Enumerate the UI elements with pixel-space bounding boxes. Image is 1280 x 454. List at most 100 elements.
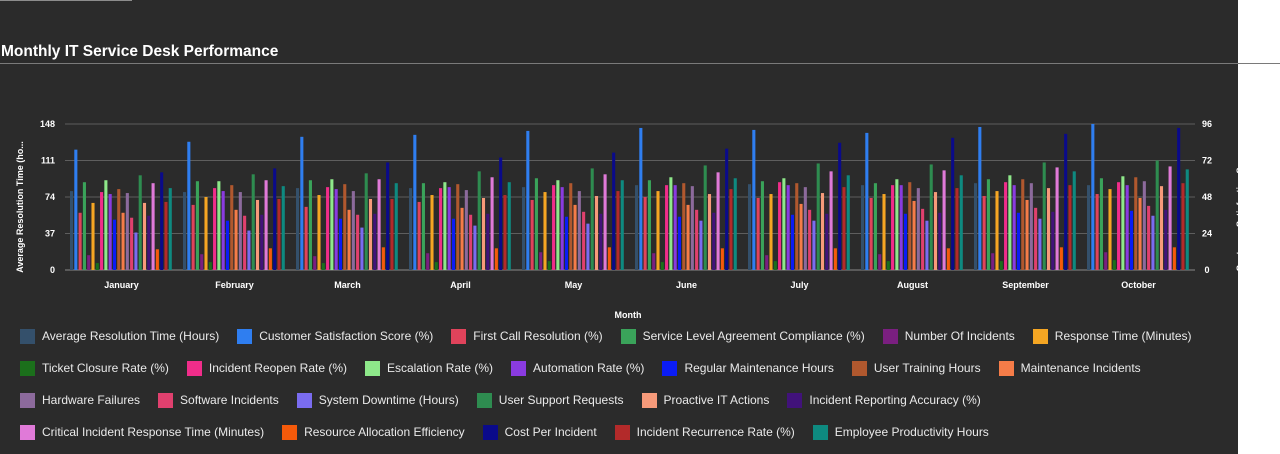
legend-swatch	[883, 329, 898, 344]
bar	[269, 248, 272, 270]
legend-item[interactable]: Average Resolution Time (Hours)	[20, 327, 219, 345]
bar	[373, 214, 376, 270]
legend-item[interactable]: Escalation Rate (%)	[365, 359, 493, 377]
bar	[678, 217, 681, 270]
x-axis-label: Month	[615, 310, 642, 320]
bar	[74, 150, 77, 270]
bar	[1030, 183, 1033, 270]
legend-label: Response Time (Minutes)	[1055, 329, 1192, 343]
bar	[1156, 161, 1159, 271]
bar	[639, 128, 642, 270]
bar	[991, 253, 994, 270]
legend-item[interactable]: Service Level Agreement Compliance (%)	[621, 327, 865, 345]
legend-item[interactable]: Number Of Incidents	[883, 327, 1015, 345]
legend-item[interactable]: Automation Rate (%)	[511, 359, 644, 377]
legend-label: Employee Productivity Hours	[835, 425, 989, 439]
legend-label: Resource Allocation Efficiency	[304, 425, 465, 439]
bar	[260, 215, 263, 270]
bar	[1164, 210, 1167, 270]
bar	[691, 186, 694, 270]
bar	[282, 186, 285, 270]
bar	[765, 255, 768, 270]
bar	[1151, 216, 1154, 270]
bar	[83, 182, 86, 270]
legend-item[interactable]: Maintenance Incidents	[999, 359, 1141, 377]
bar	[356, 215, 359, 270]
right-y-tick-label: 48	[1202, 192, 1212, 202]
bar	[548, 261, 551, 270]
legend-item[interactable]: Resource Allocation Efficiency	[282, 423, 465, 441]
legend-label: Service Level Agreement Compliance (%)	[643, 329, 865, 343]
bar	[422, 183, 425, 270]
legend-item[interactable]: Software Incidents	[158, 391, 279, 409]
bar	[348, 210, 351, 270]
x-axis-ticks: January February March April May June July Augu…	[104, 280, 1156, 290]
bar	[556, 180, 559, 270]
bar	[1000, 261, 1003, 270]
bar	[109, 194, 112, 270]
legend-item[interactable]: Proactive IT Actions	[642, 391, 770, 409]
bar	[322, 263, 325, 270]
bar	[343, 184, 346, 270]
bar	[682, 183, 685, 270]
legend-item[interactable]: User Support Requests	[477, 391, 624, 409]
bar	[200, 254, 203, 270]
bar	[830, 171, 833, 270]
legend-item[interactable]: Incident Recurrence Rate (%)	[615, 423, 795, 441]
bar	[491, 177, 494, 270]
bar	[925, 221, 928, 270]
bar	[213, 188, 216, 270]
legend-item[interactable]: Incident Reporting Accuracy (%)	[787, 391, 980, 409]
bar	[947, 248, 950, 270]
bar	[552, 185, 555, 270]
bar	[847, 175, 850, 270]
bar	[265, 180, 268, 270]
bar	[669, 177, 672, 270]
legend-item[interactable]: Critical Incident Response Time (Minutes…	[20, 423, 264, 441]
legend-item[interactable]: Cost Per Incident	[483, 423, 597, 441]
bar	[369, 199, 372, 270]
right-y-tick-label: 0	[1204, 265, 1209, 275]
legend-item[interactable]: Customer Satisfaction Score (%)	[237, 327, 433, 345]
bar	[955, 188, 958, 270]
legend-item[interactable]: Hardware Failures	[20, 391, 140, 409]
bar	[435, 262, 438, 270]
bar	[1134, 177, 1137, 270]
legend-item[interactable]: User Training Hours	[852, 359, 981, 377]
legend-item[interactable]: First Call Resolution (%)	[451, 327, 602, 345]
bar	[1008, 175, 1011, 270]
bar	[239, 192, 242, 270]
bar	[390, 199, 393, 270]
bar	[222, 191, 225, 270]
bar	[865, 133, 868, 270]
bar	[386, 162, 389, 270]
legend-item[interactable]: Incident Reopen Rate (%)	[187, 359, 347, 377]
bar	[1060, 247, 1063, 270]
bar	[812, 221, 815, 270]
bar	[448, 187, 451, 270]
bar	[461, 208, 464, 270]
legend-item[interactable]: Ticket Closure Rate (%)	[20, 359, 169, 377]
legend-item[interactable]: Response Time (Minutes)	[1033, 327, 1192, 345]
bar	[1181, 183, 1184, 270]
bar	[526, 131, 529, 270]
legend-swatch	[187, 361, 202, 376]
legend-label: User Training Hours	[874, 361, 981, 375]
bar	[978, 127, 981, 270]
bar	[139, 175, 142, 270]
bar-chart: 0 37 74 111 148 0 24 48 72 96 January February Mar…	[0, 64, 1250, 324]
bar	[1147, 206, 1150, 270]
bar	[725, 149, 728, 270]
bar	[1021, 179, 1024, 270]
legend-label: Cost Per Incident	[505, 425, 597, 439]
legend-item[interactable]: System Downtime (Hours)	[297, 391, 459, 409]
legend-item[interactable]: Employee Productivity Hours	[813, 423, 989, 441]
legend-swatch	[852, 361, 867, 376]
bar	[913, 201, 916, 270]
bar	[409, 188, 412, 270]
bar	[695, 210, 698, 270]
legend-label: Escalation Rate (%)	[387, 361, 493, 375]
bar	[1047, 188, 1050, 270]
bar	[904, 214, 907, 270]
legend-item[interactable]: Regular Maintenance Hours	[662, 359, 833, 377]
